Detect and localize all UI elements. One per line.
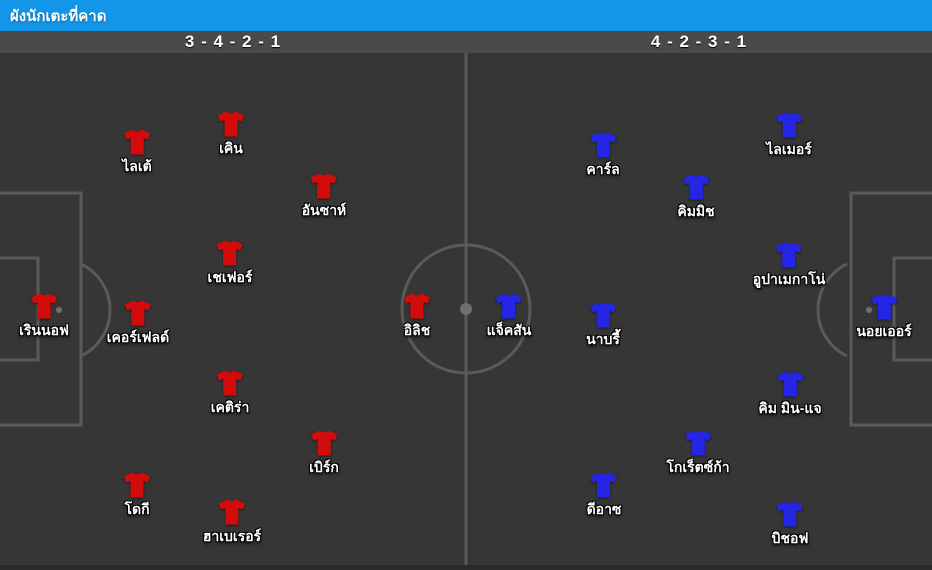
jersey-icon	[218, 111, 244, 137]
player-name-label: ไลเต้	[122, 158, 152, 174]
jersey-icon	[590, 302, 616, 328]
jersey-icon	[216, 240, 243, 266]
player-name-label: เชเฟอร์	[207, 269, 253, 285]
jersey-icon	[124, 300, 151, 326]
player-name-label: อูปาเมกาโน่	[752, 271, 826, 287]
player-home: เคอร์เฟลด์	[107, 300, 169, 349]
jersey-icon	[682, 174, 709, 200]
player-name-label: บิชอฟ	[771, 530, 809, 546]
player-home: เบิร์ก	[309, 430, 339, 479]
jersey-icon	[124, 129, 150, 155]
player-home: เรินนอฟ	[19, 293, 69, 342]
player-away: โกเร็ตซ์ก้า	[666, 430, 730, 479]
player-name-label: นอยเออร์	[856, 323, 912, 339]
jersey-icon	[776, 112, 802, 138]
player-away: ไลเมอร์	[766, 112, 812, 161]
jersey-icon	[310, 430, 337, 456]
jersey-icon	[775, 242, 802, 268]
player-away: คาร์ล	[586, 132, 620, 181]
player-name-label: ไลเมอร์	[766, 141, 812, 157]
player-name-label: คิม มิน-แจ	[758, 400, 822, 416]
jersey-icon	[217, 370, 243, 396]
player-name-label: แจ็คสัน	[486, 322, 532, 338]
player-name-label: เบิร์ก	[309, 459, 339, 475]
widget-header: ผังนักเตะที่คาด	[0, 0, 932, 31]
formation-bar: 3 - 4 - 2 - 1 4 - 2 - 3 - 1	[0, 31, 932, 55]
jersey-icon	[591, 472, 617, 498]
jersey-icon	[124, 472, 150, 498]
player-home: เชเฟอร์	[207, 240, 253, 289]
player-away: นอยเออร์	[856, 294, 912, 343]
player-home: เคติร่า	[210, 370, 250, 419]
player-name-label: คาร์ล	[586, 161, 620, 177]
player-home: ไลเต้	[122, 129, 152, 178]
jersey-icon	[310, 173, 337, 199]
player-name-label: เรินนอฟ	[19, 322, 69, 338]
jersey-icon	[684, 430, 711, 456]
jersey-icon	[776, 371, 803, 397]
jersey-icon	[589, 132, 616, 158]
player-away: บิชอฟ	[771, 501, 809, 550]
player-name-label: อิลิช	[403, 322, 431, 338]
pitch-markings	[0, 53, 932, 570]
player-home: เคิน	[217, 111, 245, 160]
player-name-label: ฮาเบเรอร์	[202, 528, 262, 544]
player-home: ฮาเบเรอร์	[203, 499, 261, 548]
player-away: คิมมิช	[677, 174, 715, 223]
player-name-label: ดีอาซ	[586, 501, 622, 517]
player-name-label: นาบรี้	[586, 331, 620, 347]
jersey-icon	[871, 294, 897, 320]
player-name-label: โกเร็ตซ์ก้า	[666, 459, 730, 475]
jersey-icon	[219, 499, 245, 525]
player-home: อันซาห์	[301, 173, 347, 222]
player-name-label: เคิน	[219, 140, 243, 156]
jersey-icon	[777, 501, 803, 527]
player-name-label: เคติร่า	[210, 399, 250, 415]
player-away: อูปาเมกาโน่	[752, 242, 826, 291]
field-bottom-edge	[0, 565, 932, 570]
player-home: โดกี	[123, 472, 151, 521]
jersey-icon	[496, 293, 522, 319]
pitch: เรินนอฟ ไลเต้เคอร์เฟลด์โดกี เคินเชเฟอร์เคต…	[0, 53, 932, 570]
player-name-label: อันซาห์	[301, 202, 347, 218]
player-away: ดีอาซ	[586, 472, 622, 521]
player-away: คิม มิน-แจ	[758, 371, 822, 420]
away-formation-label: 4 - 2 - 3 - 1	[650, 32, 748, 51]
player-away: นาบรี้	[586, 302, 620, 351]
jersey-icon	[30, 293, 57, 319]
player-name-label: โดกี	[124, 501, 150, 517]
player-away: แจ็คสัน	[486, 293, 532, 342]
home-formation-label: 3 - 4 - 2 - 1	[184, 32, 282, 51]
player-home: อิลิช	[403, 293, 431, 342]
player-name-label: คิมมิช	[677, 203, 715, 219]
page-title: ผังนักเตะที่คาด	[10, 7, 107, 25]
jersey-icon	[404, 293, 430, 319]
player-name-label: เคอร์เฟลด์	[106, 329, 170, 345]
